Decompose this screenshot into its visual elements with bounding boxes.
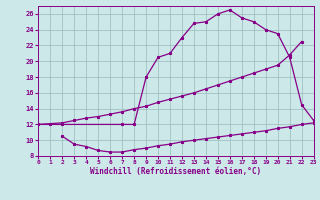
X-axis label: Windchill (Refroidissement éolien,°C): Windchill (Refroidissement éolien,°C) (91, 167, 261, 176)
